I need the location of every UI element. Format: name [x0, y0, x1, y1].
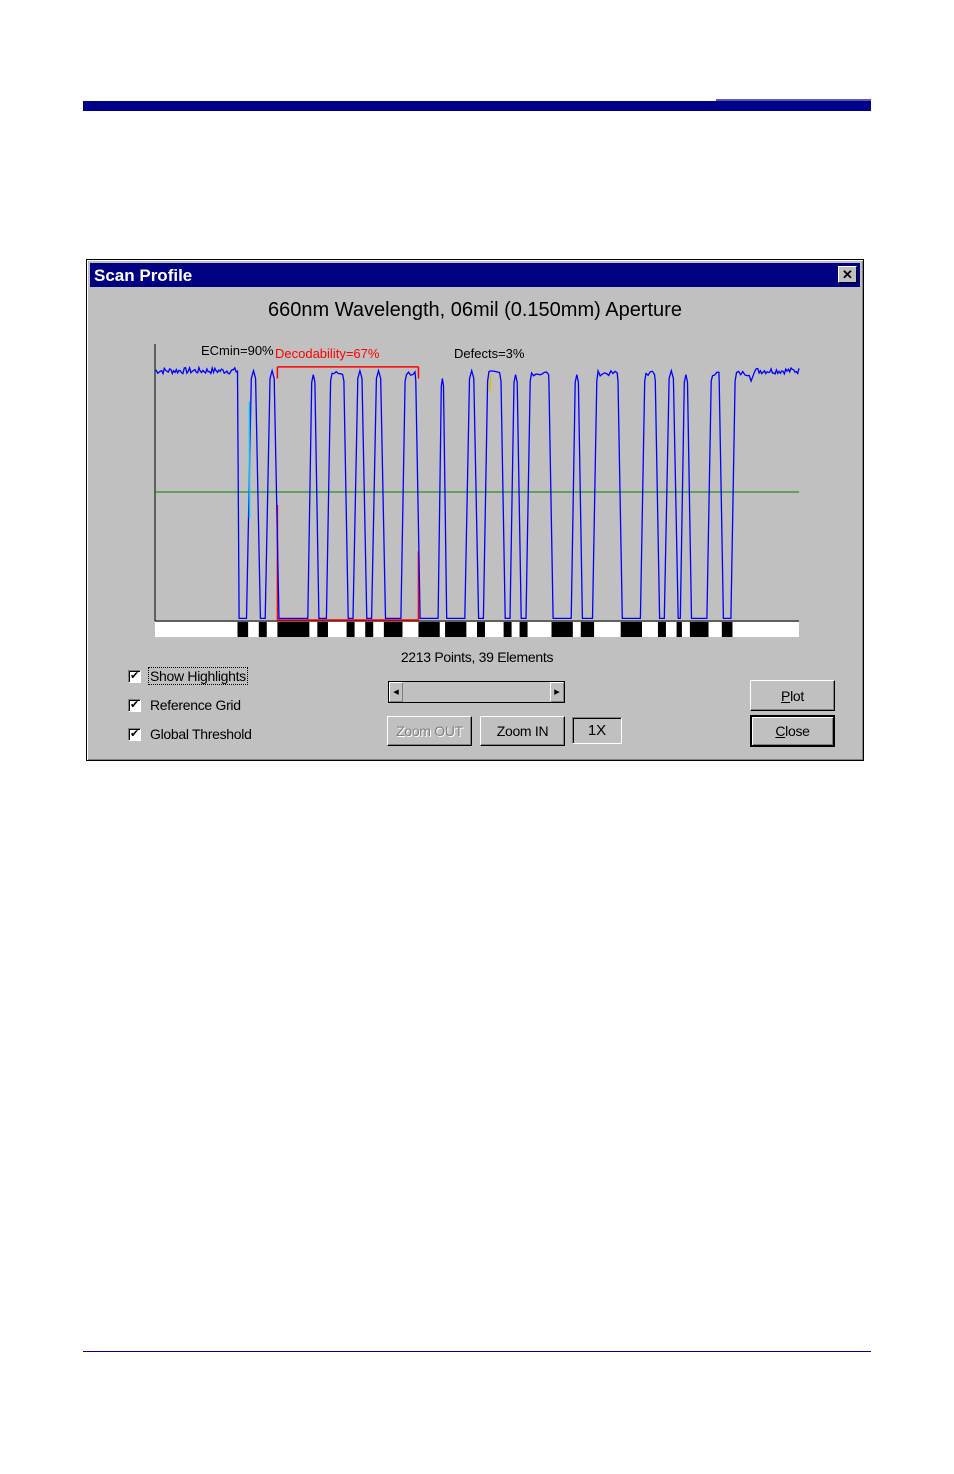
strip-bar: [657, 622, 666, 637]
checkmark-icon: ✔: [130, 727, 139, 740]
zoom-out-button[interactable]: Zoom OUT: [387, 716, 472, 746]
ecmin-label: ECmin=90%: [201, 343, 274, 358]
chevron-right-icon: ▸: [554, 685, 560, 698]
strip-bar: [365, 622, 374, 637]
scan-profile-line: [154, 365, 800, 620]
defects-label: Defects=3%: [454, 346, 525, 361]
zoom-level-display: 1X: [572, 717, 622, 744]
strip-bar: [503, 622, 512, 637]
show-highlights-label: Show Highlights: [148, 667, 248, 685]
strip-bar: [445, 622, 467, 637]
strip-bar: [551, 622, 573, 637]
strip-bar: [418, 622, 440, 637]
reference-grid-label: Reference Grid: [150, 697, 241, 713]
scan-profile-chart: ECmin=90% Decodability=67% Defects=3%: [154, 343, 800, 637]
decodability-label: Decodability=67%: [275, 346, 380, 361]
strip-bar: [620, 622, 642, 637]
chevron-left-icon: ◂: [393, 685, 399, 698]
elements-strip-bars: [237, 622, 733, 637]
scroll-right-button[interactable]: ▸: [550, 682, 564, 702]
close-label: lose: [785, 723, 810, 739]
close-window-button[interactable]: ✕: [838, 266, 857, 283]
chart-title: 660nm Wavelength, 06mil (0.150mm) Apertu…: [268, 299, 682, 321]
dialog-title: Scan Profile: [94, 266, 193, 285]
footer-rule: [83, 1351, 871, 1352]
horizontal-scrollbar[interactable]: ◂ ▸: [388, 681, 565, 703]
strip-bar: [580, 622, 595, 637]
header-accent-rule: [716, 99, 871, 101]
reference-grid-checkbox[interactable]: ✔ Reference Grid: [128, 697, 242, 713]
strip-bar: [676, 622, 682, 637]
checkmark-icon: ✔: [130, 698, 139, 711]
show-highlights-checkbox[interactable]: ✔ Show Highlights: [128, 667, 248, 685]
header-rule: [83, 101, 871, 111]
plot-mnemonic: P: [781, 687, 791, 704]
global-threshold-label: Global Threshold: [150, 726, 252, 742]
dialog-titlebar[interactable]: Scan Profile ✕: [90, 263, 860, 287]
strip-bar: [277, 622, 310, 637]
reference-grid-box[interactable]: ✔: [128, 698, 141, 712]
strip-bar: [519, 622, 528, 637]
zoom-in-button[interactable]: Zoom IN: [480, 716, 565, 746]
global-threshold-box[interactable]: ✔: [128, 727, 141, 741]
strip-bar: [721, 622, 733, 637]
strip-bar: [258, 622, 267, 637]
strip-bar: [346, 622, 355, 637]
strip-bar: [689, 622, 709, 637]
close-mnemonic: C: [775, 723, 786, 739]
scroll-left-button[interactable]: ◂: [389, 682, 403, 702]
checkmark-icon: ✔: [130, 669, 139, 682]
show-highlights-box[interactable]: ✔: [128, 669, 141, 683]
scroll-track[interactable]: [403, 682, 550, 702]
plot-label: lot: [790, 687, 804, 704]
points-elements-info: 2213 Points, 39 Elements: [400, 649, 554, 665]
global-threshold-checkbox[interactable]: ✔ Global Threshold: [128, 726, 253, 742]
close-icon: ✕: [842, 267, 853, 282]
strip-bar: [237, 622, 249, 637]
strip-bar: [383, 622, 403, 637]
strip-bar: [477, 622, 485, 637]
strip-bar: [317, 622, 328, 637]
scan-profile-dialog: Scan Profile ✕ 660nm Wavelength, 06mil (…: [86, 259, 864, 761]
